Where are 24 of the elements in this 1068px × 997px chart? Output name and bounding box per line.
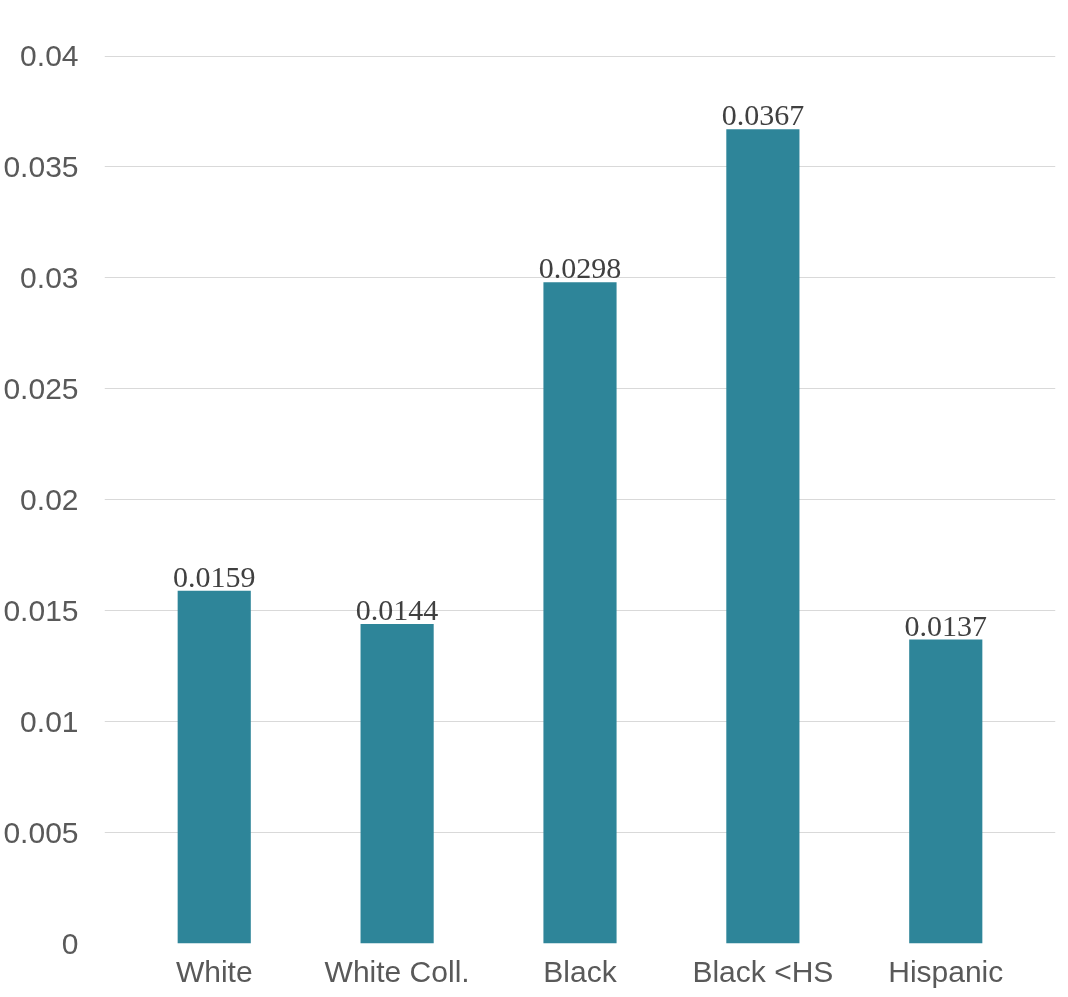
data-label: 0.0298: [538, 251, 622, 285]
y-tick-label: 0.035: [3, 149, 79, 183]
bar: [360, 624, 434, 944]
x-tick-label: Black <HS: [692, 954, 834, 988]
y-tick-label: 0.005: [3, 815, 79, 849]
y-tick-label: 0.01: [20, 704, 79, 738]
data-label: 0.0159: [172, 559, 256, 593]
y-tick-label: 0.02: [20, 482, 79, 516]
y-tick-label: 0.04: [20, 39, 79, 72]
x-tick-label: White Coll.: [324, 954, 470, 988]
bar: [909, 639, 983, 944]
x-tick-label: Hispanic: [888, 954, 1004, 988]
y-tick-label: 0.03: [20, 260, 79, 294]
bar: [177, 590, 251, 944]
bar: [726, 129, 800, 944]
y-tick-label: 0.025: [3, 371, 79, 405]
y-tick-label: 0: [61, 926, 79, 960]
bar: [543, 282, 617, 944]
x-tick-label: Black: [543, 954, 618, 988]
data-label: 0.0137: [904, 608, 988, 642]
y-tick-label: 0.015: [3, 593, 79, 627]
x-tick-label: White: [175, 954, 253, 988]
data-label: 0.0144: [355, 593, 439, 626]
data-label: 0.0367: [721, 98, 805, 132]
